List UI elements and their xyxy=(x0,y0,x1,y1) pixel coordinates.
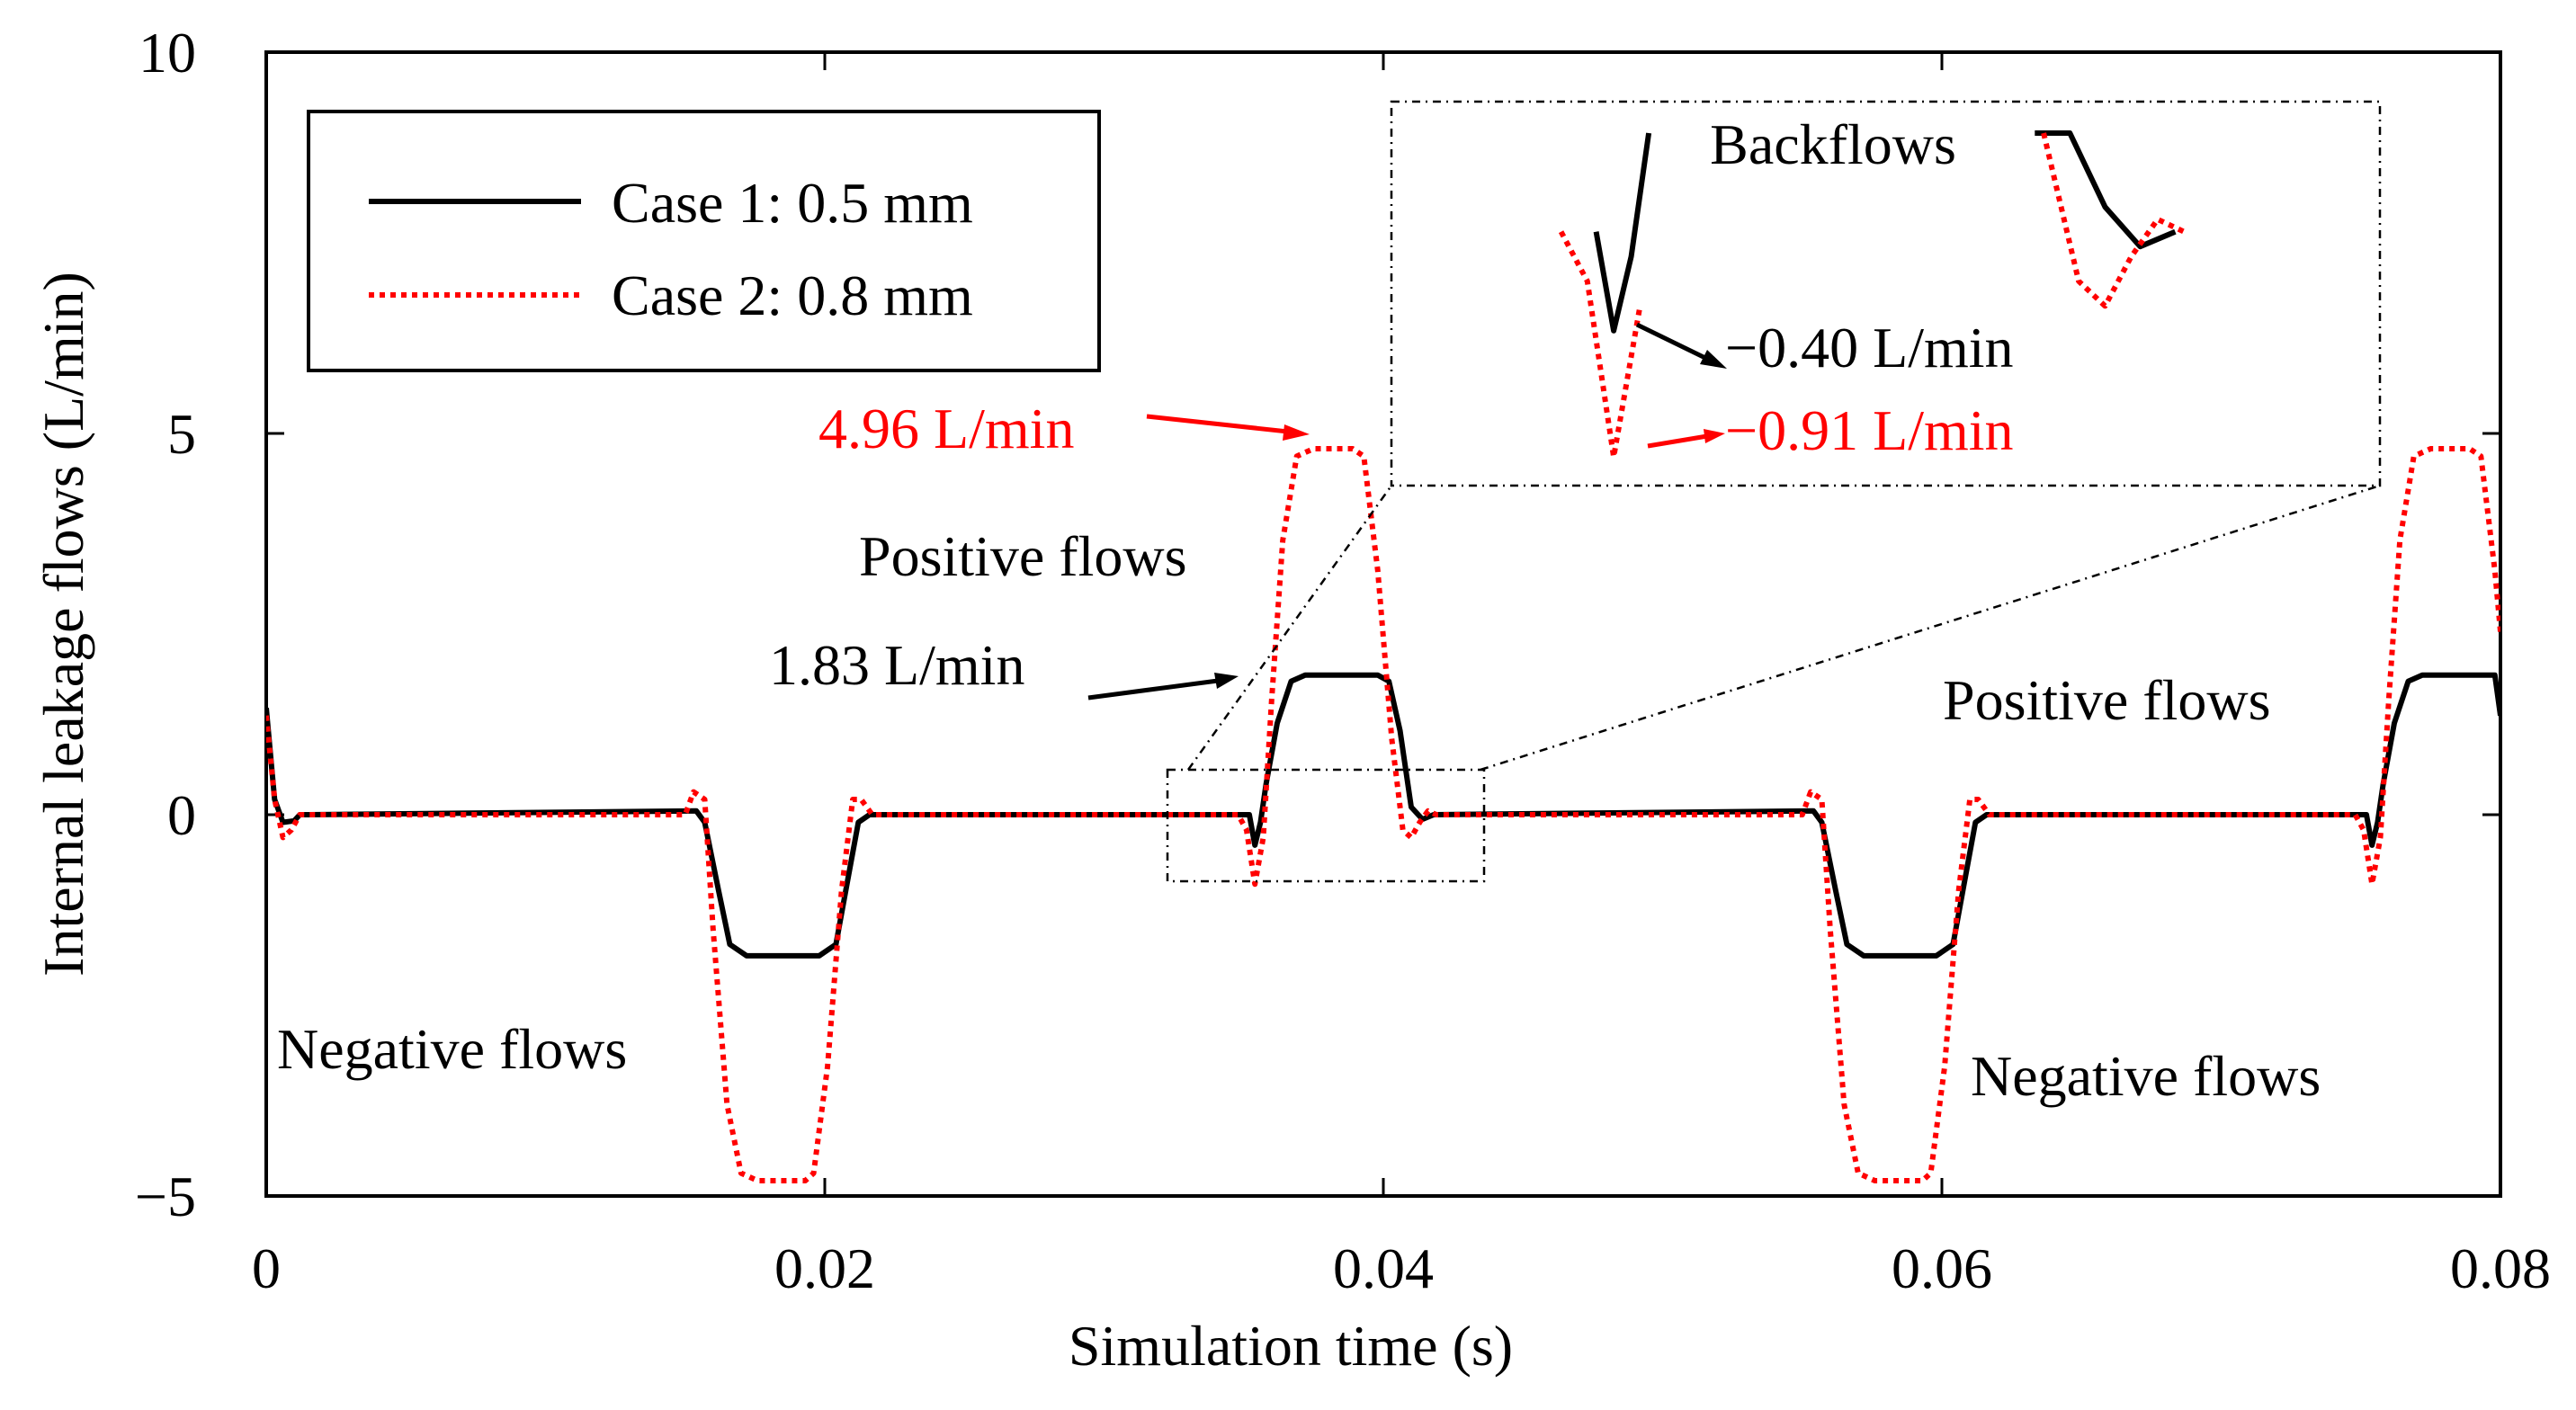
zoom-source-box xyxy=(1166,768,1486,883)
arrow-peak-case1 xyxy=(1087,678,1219,701)
series-group xyxy=(266,446,2500,1183)
inset-arrowhead-case1 xyxy=(1700,350,1727,369)
annotations: 4.96 L/min Positive flows 1.83 L/min Pos… xyxy=(277,397,2321,1108)
inset-label-case2: −0.91 L/min xyxy=(1725,398,2014,462)
inset-series-group xyxy=(1558,130,2186,460)
annotation-peak-case1: 1.83 L/min xyxy=(769,633,1024,697)
arrowhead-peak-case2 xyxy=(1283,424,1310,441)
axis-tick-labels: 0 0.02 0.04 0.06 0.08 −5 0 5 10 xyxy=(135,21,2551,1300)
x-axis-label: Simulation time (s) xyxy=(1069,1314,1513,1378)
arrow-peak-case2 xyxy=(1146,414,1289,434)
zoom-indicator xyxy=(1166,484,2381,883)
y-tick-label: 5 xyxy=(167,402,196,466)
x-tick-label: 0.04 xyxy=(1333,1236,1434,1300)
x-tick-label: 0.08 xyxy=(2450,1236,2551,1300)
annotation-negative-flows-1: Negative flows xyxy=(277,1017,627,1081)
inset-frame xyxy=(1390,100,2382,487)
inset-line-case1-right xyxy=(2035,130,2177,250)
arrowhead-peak-case1 xyxy=(1214,673,1239,689)
legend-label-case2: Case 2: 0.8 mm xyxy=(612,263,973,327)
y-tick-label: 10 xyxy=(139,21,196,85)
inset-arrow-case1 xyxy=(1635,322,1711,362)
inset-arrowhead-case2 xyxy=(1704,429,1725,443)
annotation-positive-flows-1: Positive flows xyxy=(859,524,1186,588)
x-tick-label: 0.02 xyxy=(774,1236,875,1300)
annotation-positive-flows-2: Positive flows xyxy=(1943,668,2270,732)
legend-box xyxy=(307,110,1101,372)
annotation-negative-flows-2: Negative flows xyxy=(1971,1044,2321,1108)
inset-line-case2-right xyxy=(2041,132,2186,309)
legend-label-case1: Case 1: 0.5 mm xyxy=(612,171,973,235)
inset-label-case1: −0.40 L/min xyxy=(1725,316,2014,379)
inset-backflows: Backflows −0.40 L/min −0.91 L/min xyxy=(1390,100,2382,487)
y-tick-label: 0 xyxy=(167,783,196,847)
zoom-connector-left xyxy=(1186,485,1393,771)
inset-line-case2-left xyxy=(1558,230,1643,460)
series-line-case1 xyxy=(266,672,2500,959)
inset-arrow-case2 xyxy=(1647,433,1708,449)
inset-title: Backflows xyxy=(1710,112,1956,176)
x-tick-label: 0.06 xyxy=(1892,1236,1992,1300)
y-tick-label: −5 xyxy=(135,1165,196,1228)
x-tick-label: 0 xyxy=(252,1236,281,1300)
annotation-peak-case2: 4.96 L/min xyxy=(818,397,1074,460)
y-axis-label: Internal leakage flows (L/min) xyxy=(31,272,95,977)
legend: Case 1: 0.5 mm Case 2: 0.8 mm xyxy=(307,110,1101,372)
inset-line-case1-left xyxy=(1593,132,1652,334)
